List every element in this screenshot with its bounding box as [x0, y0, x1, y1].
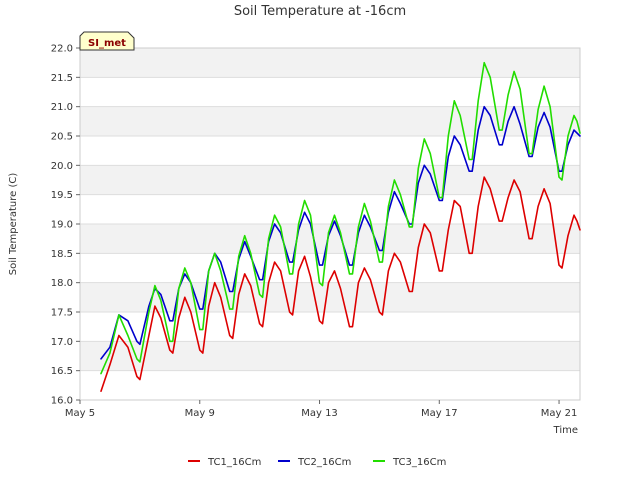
- y-tick-label: 21.0: [51, 102, 73, 113]
- legend-label: TC2_16Cm: [297, 457, 351, 468]
- badge-label: SI_met: [88, 38, 126, 49]
- series-line-tc1_16cm: [100, 176, 581, 392]
- x-tick-label: May 5: [65, 408, 95, 419]
- x-axis-ticks: May 5 May 9 May 13 May 17 May 21: [65, 400, 577, 419]
- y-axis-ticks: 16.0 16.5 17.0 17.5 18.0 18.5 19.0 19.5 20.0 20.5…: [51, 44, 80, 407]
- y-tick-label: 22.0: [51, 44, 73, 55]
- legend-label: TC3_16Cm: [392, 457, 446, 468]
- y-axis-label: Soil Temperature (C): [8, 173, 19, 276]
- y-tick-label: 20.0: [51, 161, 73, 172]
- legend: TC1_16Cm TC2_16Cm TC3_16Cm: [188, 457, 446, 468]
- badge-shape: [79, 31, 135, 51]
- legend-item: TC1_16Cm: [188, 457, 261, 468]
- y-tick-label: 19.5: [51, 190, 73, 201]
- chart-title: Soil Temperature at -16cm: [234, 4, 406, 19]
- y-tick-label: 20.5: [51, 132, 73, 143]
- x-tick-label: May 17: [421, 408, 458, 419]
- y-tick-label: 18.5: [51, 249, 73, 260]
- y-tick-label: 16.0: [51, 396, 73, 407]
- y-tick-label: 17.0: [51, 337, 73, 348]
- x-tick-label: May 21: [541, 408, 578, 419]
- legend-item: TC3_16Cm: [373, 457, 446, 468]
- background-bands: [80, 48, 580, 371]
- background-band: [80, 341, 580, 371]
- x-axis-label: Time: [553, 425, 578, 436]
- x-tick-label: May 9: [185, 408, 215, 419]
- y-tick-label: 18.0: [51, 278, 73, 289]
- y-tick-label: 19.0: [51, 220, 73, 231]
- y-tick-label: 16.5: [51, 366, 73, 377]
- y-tick-label: 17.5: [51, 308, 73, 319]
- station-badge: SI_met: [79, 31, 135, 51]
- background-band: [80, 282, 580, 312]
- x-tick-label: May 13: [301, 408, 338, 419]
- background-band: [80, 48, 580, 78]
- legend-label: TC1_16Cm: [207, 457, 261, 468]
- series-layer: [100, 61, 581, 392]
- legend-item: TC2_16Cm: [278, 457, 351, 468]
- series-line-tc3_16cm: [100, 61, 581, 375]
- y-tick-label: 21.5: [51, 73, 73, 84]
- background-band: [80, 165, 580, 195]
